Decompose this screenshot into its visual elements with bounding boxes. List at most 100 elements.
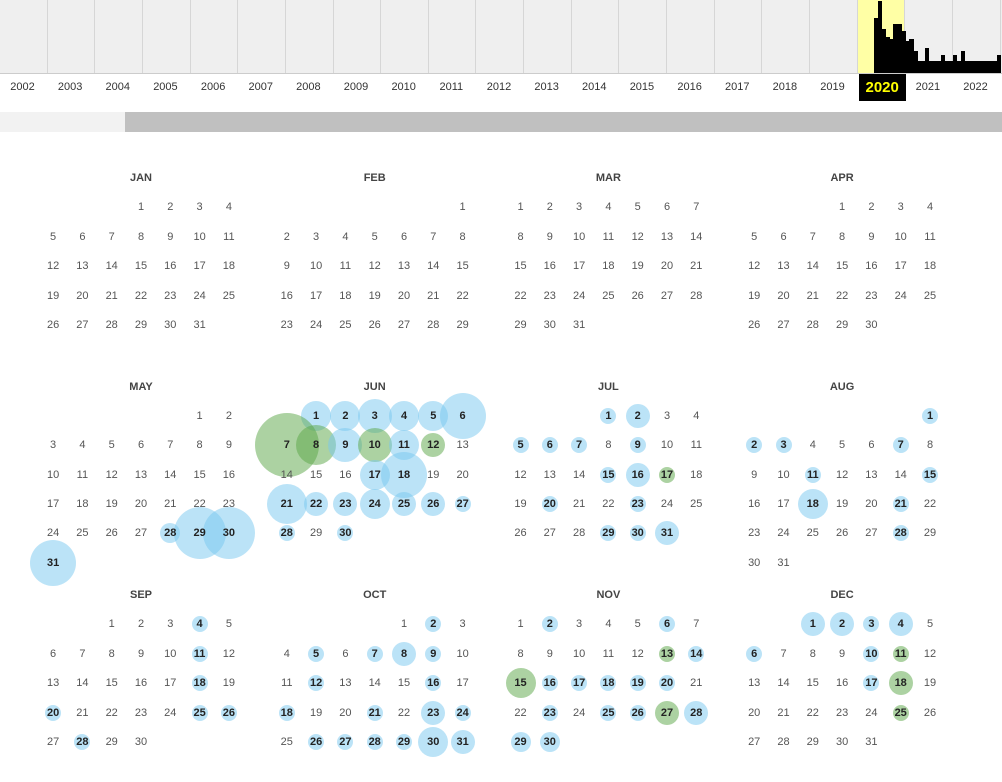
capture-bubble[interactable] (191, 645, 208, 662)
year-label-2009[interactable]: 2009 (343, 81, 369, 93)
year-label-2013[interactable]: 2013 (534, 81, 559, 93)
calendar-day-captured[interactable]: 11 (894, 647, 907, 660)
capture-bubble[interactable] (659, 645, 675, 662)
timeline-scrollbar[interactable] (0, 112, 1002, 132)
calendar-day-captured[interactable]: 1 (313, 409, 320, 422)
calendar-day-captured[interactable]: 12 (309, 677, 323, 690)
calendar-day-captured[interactable]: 25 (602, 706, 615, 719)
calendar-day-captured[interactable]: 5 (430, 409, 437, 422)
year-label-2022[interactable]: 2022 (963, 81, 988, 93)
year-column-2021[interactable] (905, 0, 953, 73)
capture-bubble[interactable] (333, 492, 358, 516)
year-column-2015[interactable] (619, 0, 668, 73)
year-column-2005[interactable] (143, 0, 191, 73)
calendar-day-captured[interactable]: 2 (839, 618, 846, 631)
capture-bubble[interactable] (505, 668, 536, 699)
capture-bubble[interactable] (512, 437, 529, 454)
calendar-day-captured[interactable]: 30 (543, 735, 556, 748)
calendar-day-captured[interactable]: 18 (397, 468, 411, 481)
capture-bubble[interactable] (202, 507, 255, 560)
capture-bubble[interactable] (418, 726, 449, 757)
capture-bubble[interactable] (541, 675, 558, 692)
capture-bubble[interactable] (392, 492, 416, 516)
capture-bubble[interactable] (797, 489, 828, 519)
capture-bubble[interactable] (539, 731, 560, 752)
capture-bubble[interactable] (629, 437, 646, 454)
capture-bubble[interactable] (625, 462, 650, 487)
calendar-day-captured[interactable]: 7 (576, 439, 583, 452)
year-label-2016[interactable]: 2016 (677, 81, 702, 93)
year-column-2016[interactable] (667, 0, 715, 73)
capture-bubble[interactable] (392, 641, 416, 666)
capture-bubble[interactable] (439, 392, 486, 439)
calendar-day-captured[interactable]: 21 (280, 498, 293, 510)
calendar-day-captured[interactable]: 6 (663, 618, 671, 631)
calendar-day-captured[interactable]: 29 (193, 527, 206, 540)
calendar-day-captured[interactable]: 18 (193, 677, 206, 690)
calendar-day-captured[interactable]: 17 (572, 677, 586, 690)
calendar-day-captured[interactable]: 18 (894, 677, 907, 690)
capture-bubble[interactable] (425, 675, 442, 692)
capture-bubble[interactable] (308, 675, 325, 692)
calendar-day-captured[interactable]: 9 (342, 439, 349, 452)
capture-bubble[interactable] (775, 437, 792, 454)
calendar-day-captured[interactable]: 16 (427, 677, 440, 690)
calendar-day-captured[interactable]: 11 (806, 468, 819, 481)
calendar-day-captured[interactable]: 30 (427, 735, 440, 748)
year-column-2009[interactable] (334, 0, 382, 73)
calendar-day-captured[interactable]: 31 (660, 527, 674, 540)
capture-bubble[interactable] (278, 525, 295, 542)
calendar-day-captured[interactable]: 28 (164, 527, 177, 540)
calendar-day-captured[interactable]: 28 (368, 735, 381, 748)
capture-bubble[interactable] (191, 675, 208, 692)
capture-bubble[interactable] (629, 704, 646, 721)
capture-bubble[interactable] (421, 700, 446, 725)
calendar-day-captured[interactable]: 25 (193, 706, 206, 719)
calendar-day-captured[interactable]: 20 (660, 677, 674, 690)
calendar-day-captured[interactable]: 2 (546, 618, 553, 631)
year-label-2021[interactable]: 2021 (915, 81, 941, 93)
year-column-2004[interactable] (95, 0, 143, 73)
calendar-day-captured[interactable]: 14 (690, 647, 703, 660)
year-label-2006[interactable]: 2006 (200, 81, 226, 93)
capture-bubble[interactable] (220, 704, 237, 721)
calendar-day-captured[interactable]: 26 (631, 706, 644, 719)
calendar-day-captured[interactable]: 20 (46, 706, 60, 719)
calendar-day-captured[interactable]: 31 (456, 735, 469, 748)
calendar-day-captured[interactable]: 5 (517, 439, 524, 452)
calendar-day-captured[interactable]: 29 (514, 735, 527, 748)
capture-bubble[interactable] (191, 704, 208, 721)
year-column-2013[interactable] (524, 0, 572, 73)
calendar-day-captured[interactable]: 25 (397, 498, 411, 510)
calendar-day-captured[interactable]: 28 (690, 706, 703, 719)
year-column-2012[interactable] (477, 0, 525, 73)
year-label-2003[interactable]: 2003 (57, 81, 83, 93)
capture-bubble[interactable] (359, 489, 390, 519)
calendar-day-captured[interactable]: 3 (868, 618, 875, 631)
calendar-day-captured[interactable]: 2 (342, 409, 349, 422)
capture-bubble[interactable] (600, 704, 617, 721)
year-label-2019[interactable]: 2019 (820, 81, 845, 93)
calendar-day-captured[interactable]: 7 (897, 439, 904, 452)
capture-bubble[interactable] (830, 612, 855, 637)
calendar-day-captured[interactable]: 16 (631, 468, 644, 481)
year-column-2017[interactable] (715, 0, 763, 73)
calendar-day-captured[interactable]: 30 (339, 527, 352, 540)
calendar-day-captured[interactable]: 11 (193, 647, 206, 660)
capture-bubble[interactable] (266, 484, 307, 524)
calendar-day-captured[interactable]: 26 (309, 735, 323, 748)
year-column-2007[interactable] (238, 0, 286, 73)
capture-bubble[interactable] (541, 616, 558, 633)
capture-bubble[interactable] (629, 675, 646, 692)
year-label-2014[interactable]: 2014 (582, 81, 607, 93)
capture-bubble[interactable] (629, 525, 646, 542)
capture-bubble[interactable] (600, 525, 617, 542)
calendar-day-captured[interactable]: 3 (780, 439, 787, 452)
capture-bubble[interactable] (892, 704, 909, 721)
capture-bubble[interactable] (571, 437, 588, 454)
capture-bubble[interactable] (625, 403, 650, 428)
capture-bubble[interactable] (541, 704, 558, 721)
capture-bubble[interactable] (655, 700, 679, 725)
calendar-day-captured[interactable]: 21 (368, 706, 381, 719)
calendar-day-captured[interactable]: 4 (897, 618, 904, 631)
